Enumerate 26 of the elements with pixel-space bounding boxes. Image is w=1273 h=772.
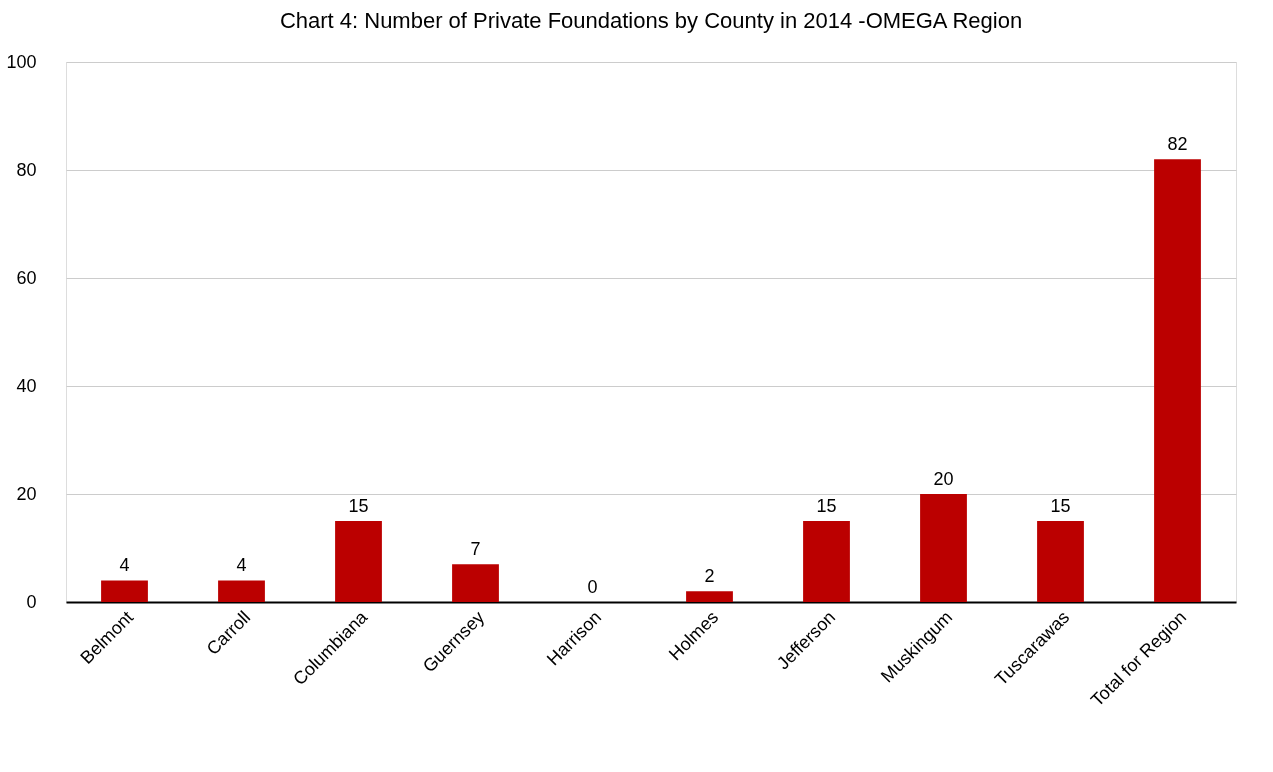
y-tick-label: 0 — [26, 591, 37, 612]
data-label: 15 — [1050, 496, 1071, 516]
chart-title: Chart 4: Number of Private Foundations by County in 2014 -OMEGA Region — [279, 8, 1023, 33]
data-label: 15 — [816, 496, 837, 516]
data-label: 4 — [119, 555, 130, 576]
bar — [803, 521, 850, 602]
y-tick-label: 80 — [16, 159, 37, 180]
y-tick-label: 40 — [16, 375, 37, 396]
data-label: 15 — [348, 496, 369, 516]
bar — [1154, 159, 1201, 602]
data-label: 0 — [587, 577, 598, 597]
data-label: 20 — [933, 469, 954, 489]
y-tick-label: 100 — [6, 51, 37, 72]
y-tick-label: 60 — [16, 267, 37, 288]
data-label: 4 — [236, 555, 247, 576]
bar — [452, 564, 499, 602]
data-label: 82 — [1167, 134, 1188, 155]
y-tick-label: 20 — [16, 483, 37, 504]
bar — [218, 580, 265, 602]
data-label: 2 — [704, 566, 715, 587]
data-label: 7 — [470, 539, 481, 560]
bar — [920, 494, 967, 602]
bar — [1037, 521, 1084, 602]
bar — [101, 580, 148, 602]
bar — [335, 521, 382, 602]
bar — [686, 591, 733, 602]
